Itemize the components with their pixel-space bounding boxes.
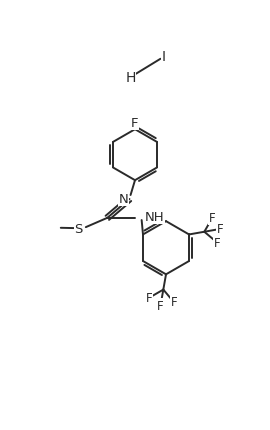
Text: F: F [209,212,216,225]
Text: N: N [119,193,128,206]
Text: S: S [75,223,83,236]
Text: NH: NH [144,211,164,224]
Text: F: F [213,236,220,249]
Text: H: H [125,71,136,85]
Text: F: F [157,299,164,312]
Text: F: F [146,292,153,304]
Text: F: F [131,117,139,130]
Text: I: I [162,50,166,64]
Text: F: F [170,296,177,309]
Text: F: F [217,223,224,236]
